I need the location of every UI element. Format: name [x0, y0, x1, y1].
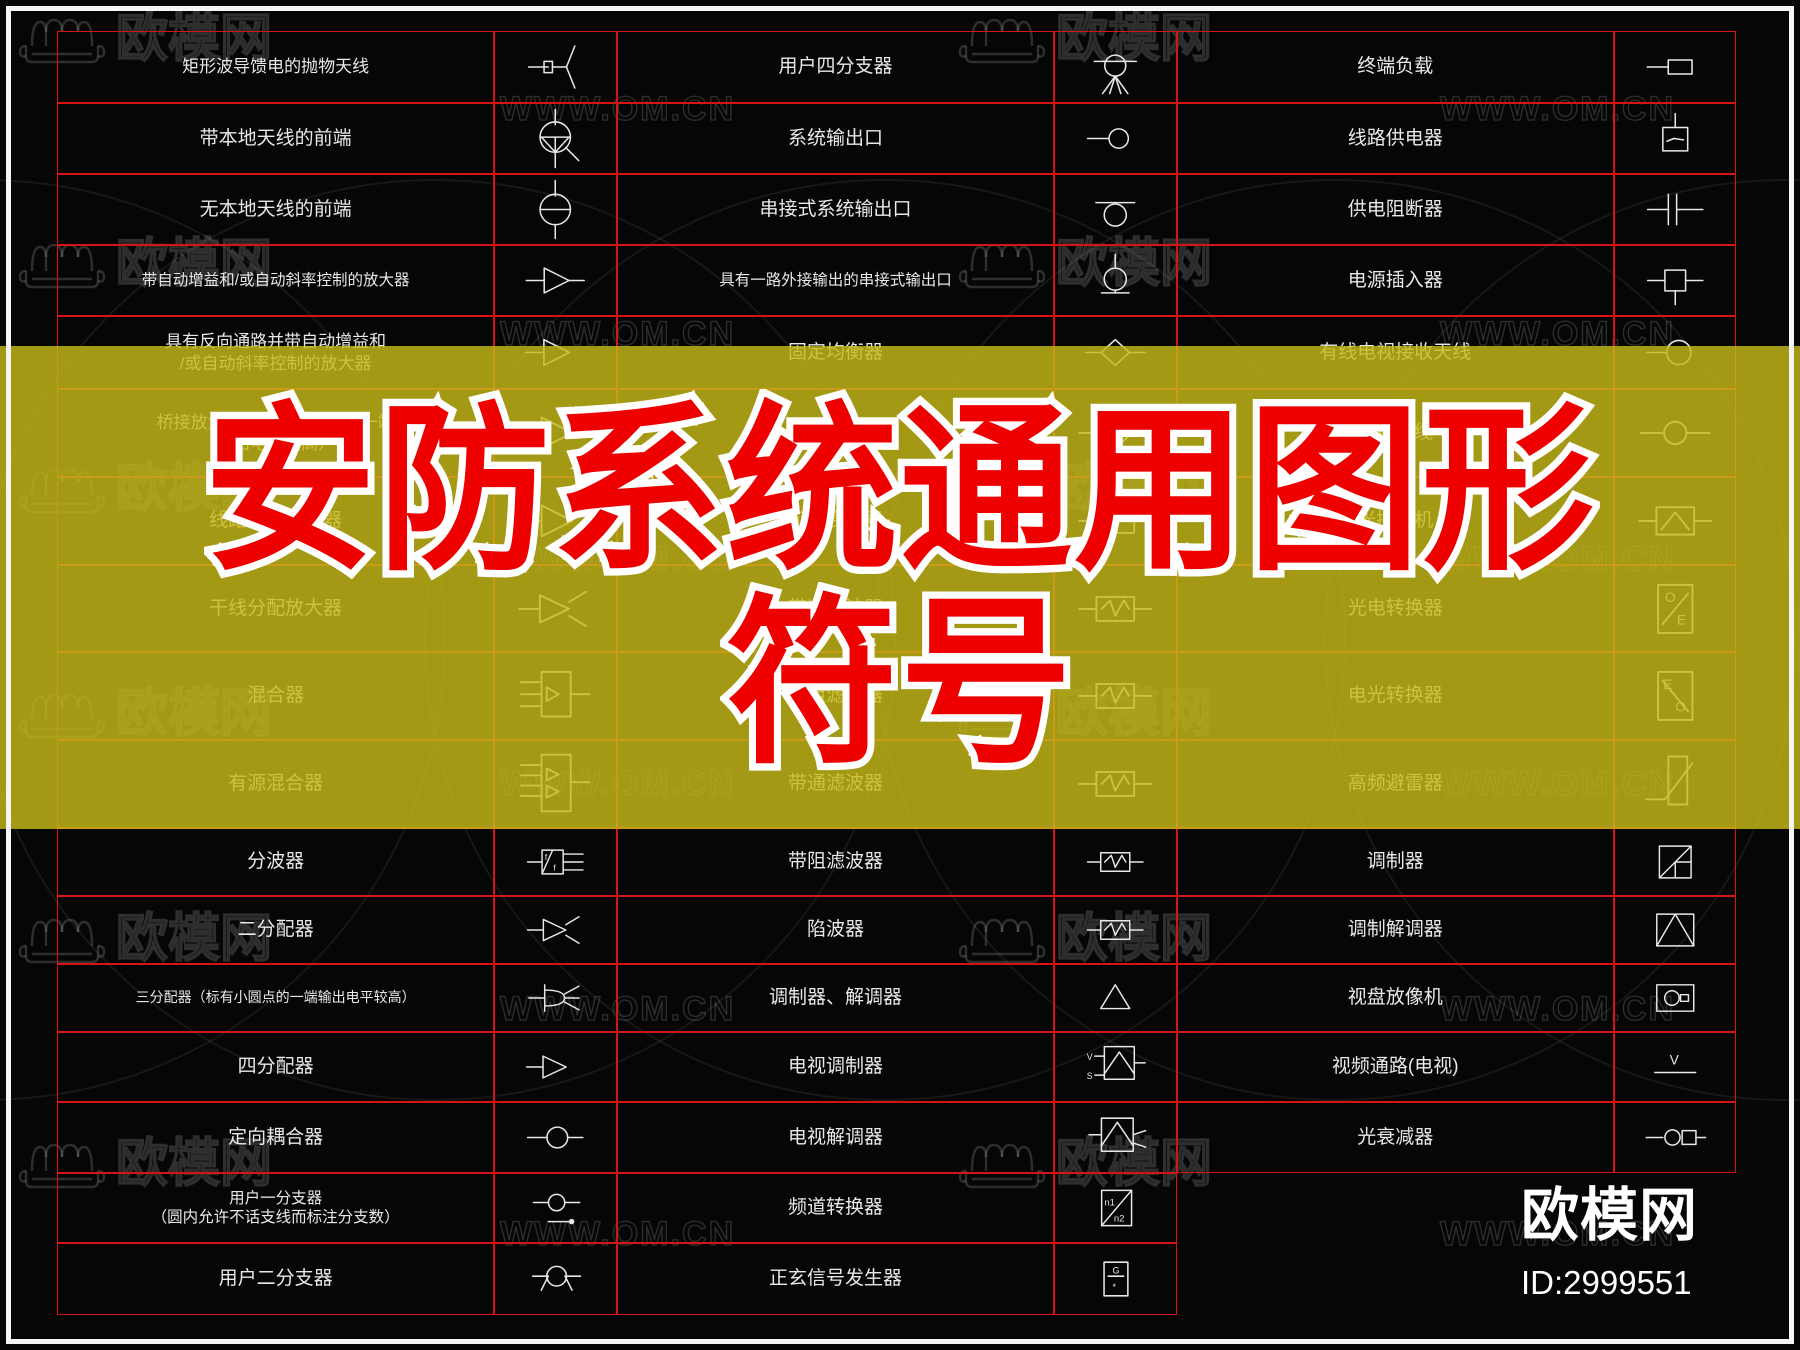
svg-text:G: G — [1113, 1265, 1120, 1275]
svg-text:V: V — [1670, 1052, 1679, 1067]
svg-text:V: V — [1087, 1052, 1093, 1062]
svg-text:f: f — [554, 863, 557, 873]
svg-text:S: S — [1087, 1071, 1093, 1081]
svg-text:n1: n1 — [1104, 1197, 1115, 1208]
svg-text:*: * — [1113, 1282, 1117, 1292]
svg-text:n2: n2 — [1114, 1214, 1125, 1225]
